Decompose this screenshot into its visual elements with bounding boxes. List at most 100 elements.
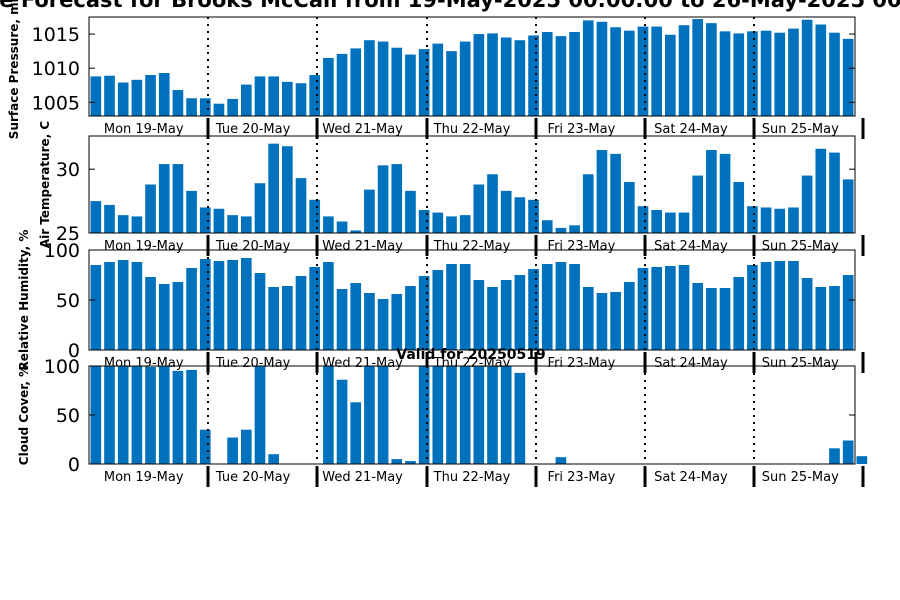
bar bbox=[528, 269, 539, 350]
bar bbox=[227, 260, 238, 350]
y-axis-label: Relative Humidity, % bbox=[17, 230, 31, 371]
bar bbox=[199, 259, 211, 350]
bar bbox=[377, 41, 389, 116]
bar bbox=[719, 31, 731, 117]
x-day-label: Fri 23-May bbox=[548, 356, 616, 371]
y-tick-label: 1010 bbox=[32, 58, 80, 80]
bar bbox=[788, 261, 799, 350]
x-day-label: Thu 22-May bbox=[433, 239, 511, 254]
bar bbox=[295, 83, 307, 116]
bar bbox=[473, 34, 485, 116]
bar bbox=[186, 369, 197, 464]
bar bbox=[651, 26, 662, 117]
bar bbox=[541, 264, 553, 350]
bar bbox=[815, 148, 827, 233]
x-day-label: Tue 20-May bbox=[215, 239, 291, 254]
bar bbox=[199, 207, 211, 233]
bar bbox=[446, 216, 457, 233]
bar bbox=[364, 293, 375, 350]
bar bbox=[774, 208, 786, 233]
bar bbox=[405, 286, 416, 350]
bar bbox=[692, 283, 704, 350]
bar bbox=[405, 54, 416, 116]
y-axis-label: Cloud Cover, % bbox=[17, 365, 31, 465]
bar bbox=[829, 152, 840, 233]
bar bbox=[309, 267, 321, 350]
x-day-label: Tue 20-May bbox=[215, 122, 291, 137]
bar bbox=[90, 366, 102, 464]
bar bbox=[555, 36, 567, 117]
bar bbox=[405, 190, 416, 233]
x-day-label: Thu 22-May bbox=[433, 122, 511, 137]
bar bbox=[282, 286, 293, 350]
bar bbox=[131, 262, 143, 350]
bar bbox=[405, 461, 416, 464]
bar bbox=[706, 150, 717, 233]
bar bbox=[706, 23, 717, 116]
bar bbox=[446, 366, 457, 464]
bar bbox=[678, 25, 690, 116]
bar bbox=[254, 183, 266, 233]
bar bbox=[391, 294, 403, 350]
x-day-label: Sun 25-May bbox=[762, 470, 839, 485]
bar bbox=[487, 287, 498, 350]
bar bbox=[706, 288, 717, 350]
bar bbox=[213, 208, 225, 233]
bar bbox=[104, 366, 115, 464]
y-tick-label: 50 bbox=[56, 405, 80, 427]
bar bbox=[446, 264, 457, 350]
bar bbox=[104, 75, 115, 116]
panel-2: 25 30 Mon 19-May Tue 20-May Wed 21-May Thu 22… bbox=[38, 121, 865, 256]
bar bbox=[254, 273, 266, 350]
bar bbox=[719, 288, 731, 350]
bar bbox=[199, 429, 211, 464]
bar bbox=[842, 275, 854, 350]
bar bbox=[500, 37, 512, 117]
bar bbox=[90, 76, 102, 116]
x-day-label: Mon 19-May bbox=[104, 122, 184, 137]
bar bbox=[254, 76, 266, 116]
bar bbox=[186, 98, 197, 116]
bar bbox=[555, 227, 567, 233]
bar bbox=[158, 366, 170, 464]
bar bbox=[145, 366, 156, 464]
x-day-label: Wed 21-May bbox=[322, 122, 403, 137]
x-day-label: Sat 24-May bbox=[654, 356, 728, 371]
bar bbox=[760, 262, 772, 350]
bar bbox=[432, 212, 444, 233]
x-day-label: Fri 23-May bbox=[548, 239, 616, 254]
bar bbox=[719, 153, 731, 233]
bar bbox=[336, 221, 348, 233]
bar bbox=[323, 262, 334, 350]
bar bbox=[240, 429, 252, 464]
bar bbox=[541, 32, 553, 116]
bar bbox=[459, 264, 471, 350]
bar bbox=[815, 24, 827, 116]
bar bbox=[158, 164, 170, 233]
bar bbox=[145, 277, 156, 350]
bar bbox=[336, 379, 348, 464]
bar bbox=[842, 38, 854, 116]
bar bbox=[514, 275, 526, 350]
y-tick-label: 30 bbox=[56, 159, 80, 181]
bar bbox=[596, 21, 608, 117]
bar bbox=[131, 79, 143, 116]
bar bbox=[323, 366, 334, 464]
x-day-label: Fri 23-May bbox=[548, 470, 616, 485]
bar bbox=[555, 262, 567, 350]
x-day-label: Tue 20-May bbox=[215, 470, 291, 485]
bar bbox=[172, 90, 184, 116]
y-tick-label: 50 bbox=[56, 290, 80, 312]
bar bbox=[104, 262, 115, 350]
bar bbox=[240, 84, 252, 116]
bar bbox=[774, 32, 786, 117]
bar bbox=[172, 370, 184, 464]
bar bbox=[364, 366, 375, 464]
bar bbox=[90, 201, 102, 233]
bar bbox=[213, 261, 225, 350]
bar bbox=[364, 189, 375, 233]
panel-1: 1005 1010 1015 Mon 19-May Tue 20-May Wed 21-M… bbox=[7, 0, 865, 139]
bar bbox=[268, 454, 279, 464]
x-day-label: Sat 24-May bbox=[654, 470, 728, 485]
bar bbox=[569, 225, 580, 233]
